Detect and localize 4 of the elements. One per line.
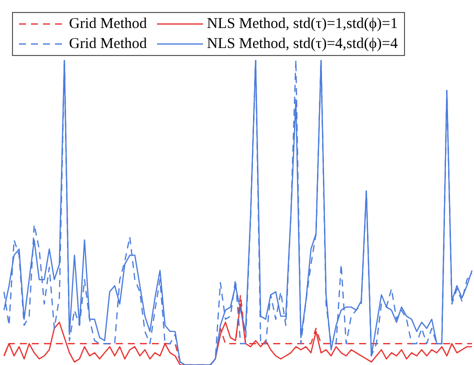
legend-label: Grid Method — [69, 15, 147, 34]
legend-label: NLS Method, std(τ)=4,std(ϕ)=4 — [206, 35, 398, 54]
legend-label: NLS Method, std(τ)=1,std(ϕ)=1 — [206, 15, 398, 34]
legend-label: Grid Method — [69, 35, 147, 54]
